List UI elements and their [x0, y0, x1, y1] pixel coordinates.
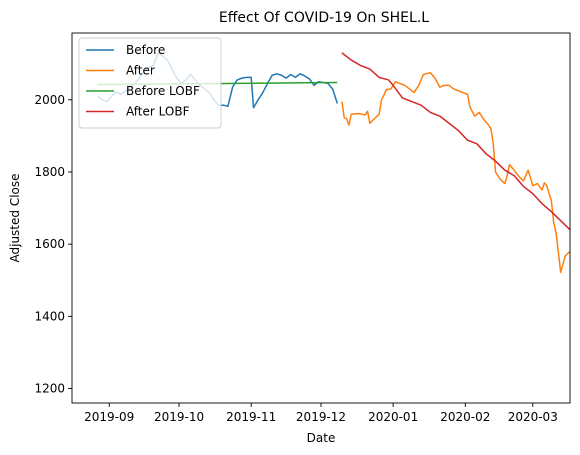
- y-tick-label: 2000: [34, 93, 65, 107]
- legend-label: Before: [126, 43, 165, 57]
- x-tick-label: 2019-12: [296, 410, 346, 424]
- y-tick-label: 1400: [34, 309, 65, 323]
- y-axis: 1200 1400 1600 1800 2000: [34, 93, 72, 396]
- series-after-lobf: [341, 52, 570, 231]
- series-line: [341, 52, 570, 231]
- x-tick-label: 2019-11: [226, 410, 276, 424]
- y-axis-label: Adjusted Close: [8, 173, 22, 262]
- y-tick-label: 1800: [34, 165, 65, 179]
- y-tick-label: 1600: [34, 237, 65, 251]
- series-after: [341, 71, 570, 274]
- x-tick-label: 2019-10: [154, 410, 204, 424]
- legend-box: [78, 37, 222, 129]
- x-tick-label: 2020-03: [508, 410, 558, 424]
- series-line: [341, 71, 570, 274]
- legend-items: Before After Before LOBF After LOBF: [86, 43, 200, 119]
- x-axis: 2019-09 2019-10 2019-11 2019-12 2020-01 2020-…: [84, 403, 558, 424]
- x-tick-label: 2019-09: [84, 410, 134, 424]
- x-tick-label: 2020-01: [368, 410, 418, 424]
- legend: Before After Before LOBF After LOBF: [78, 37, 222, 129]
- y-tick-label: 1200: [34, 382, 65, 396]
- legend-item: After LOBF: [86, 105, 190, 119]
- legend-item: Before: [86, 43, 165, 57]
- chart-title: Effect Of COVID-19 On SHEL.L: [219, 10, 429, 26]
- legend-label: Before LOBF: [126, 84, 200, 98]
- x-tick-label: 2020-02: [440, 410, 490, 424]
- legend-label: After: [126, 64, 155, 78]
- legend-item: After: [86, 64, 155, 78]
- legend-label: After LOBF: [126, 105, 190, 119]
- legend-item: Before LOBF: [86, 84, 200, 98]
- x-axis-label: Date: [307, 431, 336, 445]
